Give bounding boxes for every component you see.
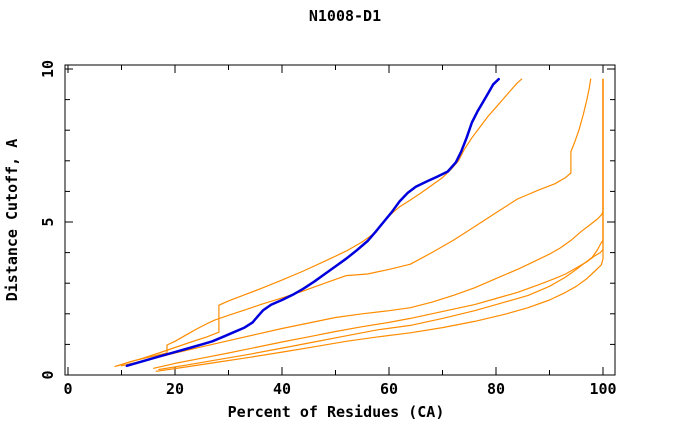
x-tick-label: 40 [273, 380, 291, 398]
chart-title: N1008-D1 [309, 7, 381, 25]
x-tick-label: 100 [589, 380, 616, 398]
y-axis-label: Distance Cutoff, A [3, 139, 21, 302]
curve-model-3 [120, 78, 604, 367]
plot-box [64, 64, 616, 376]
x-tick-label: 0 [63, 380, 72, 398]
y-tick-label: 5 [39, 217, 57, 226]
curve-highlighted-model [125, 77, 500, 368]
curves [114, 77, 604, 372]
y-tick-label: 0 [39, 370, 57, 379]
curve-model-1 [114, 78, 523, 367]
x-tick-label: 60 [380, 380, 398, 398]
curve-model-4 [153, 78, 604, 369]
curve-model-2 [117, 78, 592, 367]
x-axis-label: Percent of Residues (CA) [228, 403, 445, 421]
axis-ticks [65, 65, 615, 376]
curve-model-5 [158, 78, 604, 371]
tick-labels: 0 20 40 60 80 100 0 5 10 [39, 60, 617, 398]
curve-model-6 [155, 78, 604, 372]
x-tick-label: 20 [166, 380, 184, 398]
x-tick-label: 80 [487, 380, 505, 398]
y-tick-label: 10 [39, 60, 57, 78]
